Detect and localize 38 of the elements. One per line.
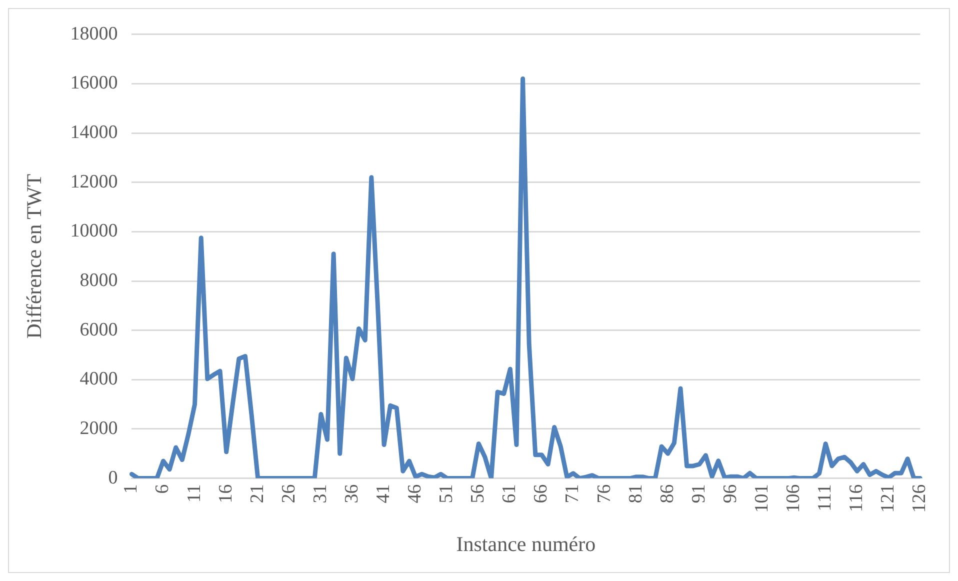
x-tick-label: 96 — [720, 484, 741, 504]
x-tick-label: 101 — [751, 484, 772, 513]
x-tick-label: 61 — [499, 484, 520, 504]
x-tick-label: 91 — [688, 484, 710, 504]
x-tick-label: 21 — [246, 484, 268, 504]
x-tick-label: 11 — [184, 484, 205, 503]
x-tick-label: 106 — [783, 484, 804, 513]
x-tick-label: 46 — [404, 484, 426, 504]
y-axis-title: Différence en TWT — [22, 174, 46, 339]
x-tick-label: 81 — [625, 484, 646, 504]
x-tick-label: 111 — [814, 484, 836, 512]
y-tick-label: 16000 — [70, 72, 118, 94]
y-tick-label: 10000 — [70, 220, 118, 242]
y-tick-label: 0 — [108, 467, 118, 488]
x-tick-label: 31 — [310, 484, 331, 504]
y-tick-label: 8000 — [80, 270, 118, 291]
x-tick-label: 16 — [215, 484, 236, 504]
x-tick-label: 116 — [846, 484, 868, 512]
x-tick-label: 41 — [373, 484, 394, 504]
x-tick-label: 86 — [656, 484, 678, 504]
y-tick-label: 4000 — [80, 368, 118, 390]
y-tick-label: 2000 — [80, 418, 118, 439]
x-axis-title: Instance numéro — [456, 532, 596, 556]
x-tick-label: 36 — [341, 484, 362, 504]
x-tick-label: 126 — [909, 484, 930, 513]
x-tick-label: 56 — [468, 484, 489, 504]
x-tick-label: 76 — [594, 484, 615, 504]
x-tick-label: 66 — [530, 484, 552, 504]
x-tick-label: 71 — [562, 484, 584, 504]
x-tick-label: 6 — [152, 484, 174, 494]
x-tick-label: 51 — [436, 484, 458, 504]
y-tick-label: 12000 — [70, 171, 118, 192]
x-tick-label: 1 — [120, 484, 142, 494]
y-tick-label: 18000 — [70, 23, 118, 44]
x-tick-label: 26 — [278, 484, 300, 504]
y-tick-label: 14000 — [70, 122, 118, 144]
x-tick-label: 121 — [878, 484, 899, 513]
y-tick-label: 6000 — [80, 319, 118, 340]
